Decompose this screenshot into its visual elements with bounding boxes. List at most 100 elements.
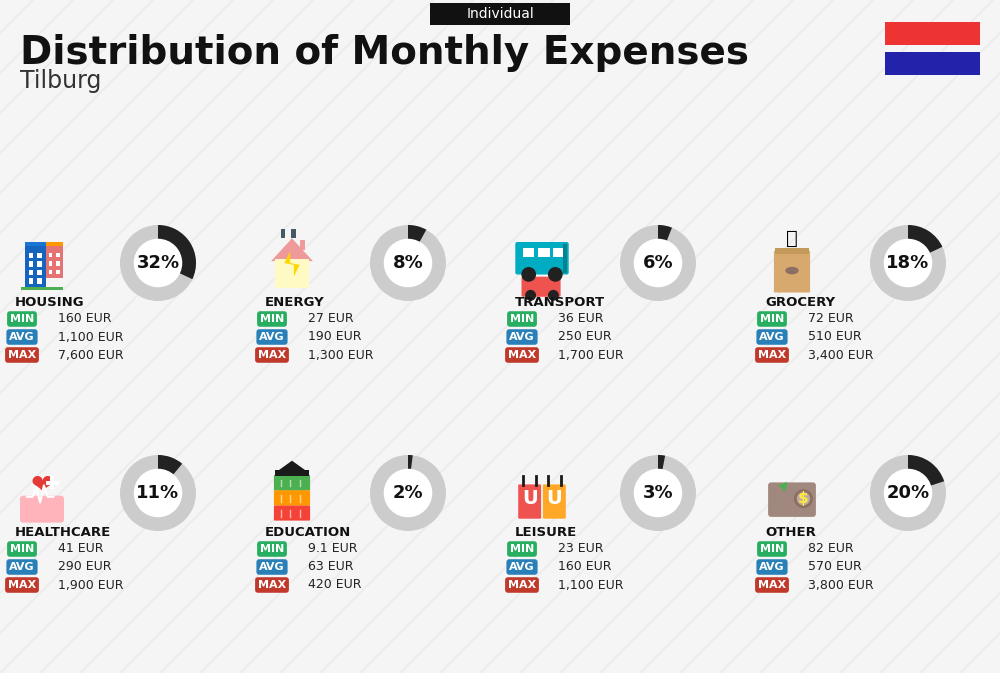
FancyBboxPatch shape: [29, 278, 33, 284]
Text: 6%: 6%: [643, 254, 673, 272]
Circle shape: [134, 470, 182, 517]
Text: 3,800 EUR: 3,800 EUR: [808, 579, 874, 592]
Wedge shape: [158, 225, 196, 279]
Text: AVG: AVG: [259, 562, 285, 572]
FancyBboxPatch shape: [37, 261, 42, 267]
Circle shape: [884, 240, 932, 287]
Text: AVG: AVG: [509, 332, 535, 342]
Text: 290 EUR: 290 EUR: [58, 561, 112, 573]
Text: 23 EUR: 23 EUR: [558, 542, 604, 555]
Text: 3%: 3%: [643, 484, 673, 502]
FancyBboxPatch shape: [37, 278, 42, 284]
FancyBboxPatch shape: [543, 485, 566, 519]
Text: MAX: MAX: [508, 350, 536, 360]
Text: ❤: ❤: [30, 471, 54, 499]
Text: MIN: MIN: [760, 314, 784, 324]
Circle shape: [549, 268, 562, 281]
FancyBboxPatch shape: [885, 22, 980, 45]
FancyBboxPatch shape: [50, 476, 54, 489]
Text: MIN: MIN: [510, 314, 534, 324]
FancyBboxPatch shape: [274, 475, 310, 490]
Text: MIN: MIN: [10, 314, 34, 324]
FancyBboxPatch shape: [553, 248, 565, 257]
FancyBboxPatch shape: [775, 248, 809, 254]
Text: 1,100 EUR: 1,100 EUR: [558, 579, 624, 592]
Wedge shape: [370, 225, 446, 301]
FancyBboxPatch shape: [281, 229, 285, 238]
Text: AVG: AVG: [259, 332, 285, 342]
Wedge shape: [620, 455, 696, 531]
FancyBboxPatch shape: [300, 240, 305, 250]
FancyBboxPatch shape: [885, 52, 980, 75]
Text: 190 EUR: 190 EUR: [308, 330, 362, 343]
FancyBboxPatch shape: [49, 270, 52, 275]
Text: MIN: MIN: [760, 544, 784, 554]
Polygon shape: [284, 252, 300, 277]
FancyBboxPatch shape: [274, 490, 310, 505]
Wedge shape: [158, 455, 182, 475]
FancyBboxPatch shape: [522, 277, 561, 297]
Text: LEISURE: LEISURE: [515, 526, 577, 540]
FancyBboxPatch shape: [46, 481, 59, 485]
Wedge shape: [620, 225, 696, 301]
Text: 250 EUR: 250 EUR: [558, 330, 612, 343]
Text: Tilburg: Tilburg: [20, 69, 101, 93]
Text: 1,900 EUR: 1,900 EUR: [58, 579, 124, 592]
Text: 20%: 20%: [886, 484, 930, 502]
FancyBboxPatch shape: [56, 252, 60, 257]
Text: HOUSING: HOUSING: [15, 297, 85, 310]
Text: U: U: [522, 489, 538, 508]
FancyBboxPatch shape: [275, 470, 309, 476]
Text: MAX: MAX: [8, 580, 36, 590]
Text: 27 EUR: 27 EUR: [308, 312, 354, 326]
Wedge shape: [370, 455, 446, 531]
Text: 63 EUR: 63 EUR: [308, 561, 354, 573]
Text: AVG: AVG: [759, 562, 785, 572]
FancyBboxPatch shape: [20, 496, 64, 523]
Text: 32%: 32%: [136, 254, 180, 272]
Text: AVG: AVG: [509, 562, 535, 572]
Circle shape: [634, 470, 682, 517]
FancyBboxPatch shape: [25, 242, 46, 246]
Text: 🥬: 🥬: [786, 229, 798, 248]
Circle shape: [134, 240, 182, 287]
Text: AVG: AVG: [9, 332, 35, 342]
Text: MIN: MIN: [260, 314, 284, 324]
Circle shape: [526, 291, 535, 300]
Text: 3,400 EUR: 3,400 EUR: [808, 349, 874, 361]
Text: 9.1 EUR: 9.1 EUR: [308, 542, 358, 555]
Circle shape: [549, 291, 558, 300]
Circle shape: [384, 240, 432, 287]
Wedge shape: [120, 455, 196, 531]
Text: 570 EUR: 570 EUR: [808, 561, 862, 573]
FancyBboxPatch shape: [291, 229, 296, 238]
Text: MIN: MIN: [510, 544, 534, 554]
Circle shape: [794, 489, 813, 508]
Text: 82 EUR: 82 EUR: [808, 542, 854, 555]
Text: 18%: 18%: [886, 254, 930, 272]
Polygon shape: [279, 461, 305, 470]
FancyBboxPatch shape: [518, 485, 541, 519]
Text: Individual: Individual: [466, 7, 534, 21]
Text: ENERGY: ENERGY: [265, 297, 325, 310]
Circle shape: [884, 470, 932, 517]
Circle shape: [522, 268, 535, 281]
FancyBboxPatch shape: [29, 261, 33, 267]
FancyBboxPatch shape: [430, 3, 570, 25]
Wedge shape: [658, 225, 672, 241]
FancyBboxPatch shape: [46, 246, 63, 278]
FancyBboxPatch shape: [515, 242, 569, 275]
Text: MAX: MAX: [258, 580, 286, 590]
Text: 420 EUR: 420 EUR: [308, 579, 362, 592]
FancyBboxPatch shape: [37, 270, 42, 275]
Circle shape: [797, 492, 810, 505]
Text: 11%: 11%: [136, 484, 180, 502]
Wedge shape: [870, 225, 946, 301]
Text: GROCERY: GROCERY: [765, 297, 835, 310]
Text: 160 EUR: 160 EUR: [58, 312, 112, 326]
Circle shape: [384, 470, 432, 517]
Text: 7,600 EUR: 7,600 EUR: [58, 349, 124, 361]
FancyBboxPatch shape: [29, 252, 33, 258]
FancyBboxPatch shape: [56, 270, 60, 275]
Text: 2%: 2%: [393, 484, 423, 502]
